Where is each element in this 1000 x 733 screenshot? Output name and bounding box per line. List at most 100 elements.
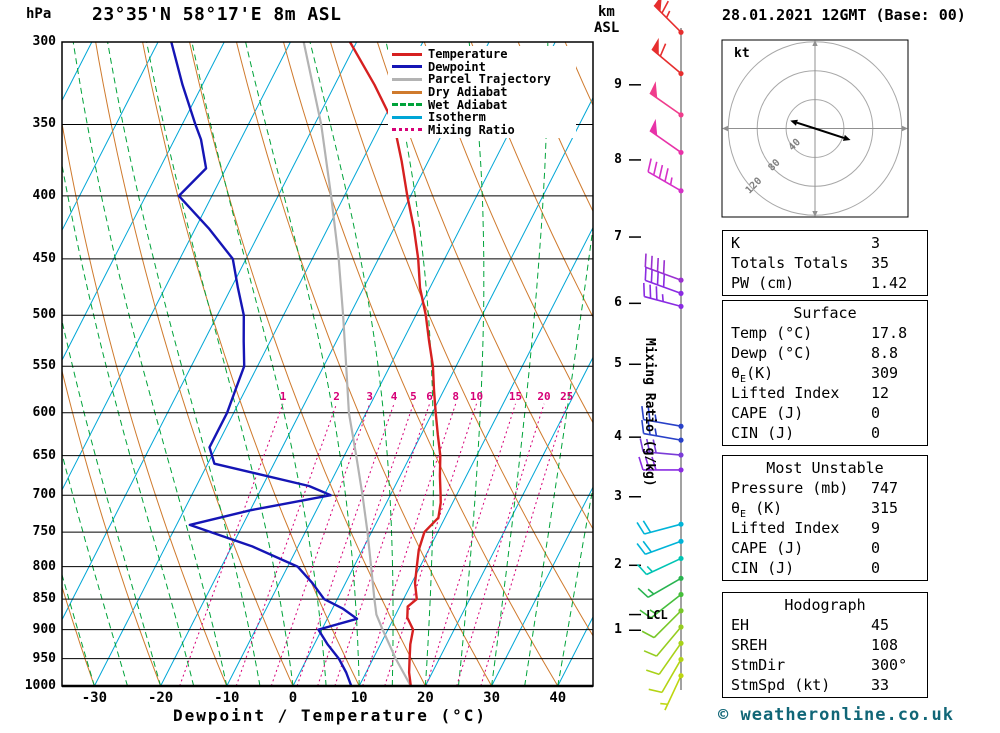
mixing-ratio-line (384, 403, 477, 686)
row-value: 0 (871, 539, 881, 557)
wind-barb (643, 624, 684, 657)
wind-barb (649, 81, 684, 118)
hodograph-trace (796, 121, 845, 139)
mixing-ratio-line (334, 403, 431, 686)
row-label: StmDir (731, 656, 786, 674)
row-value: 309 (871, 364, 899, 382)
wet-adiabat-line (385, 42, 434, 686)
row-value: 33 (871, 676, 890, 694)
dry-adiabat-line (62, 585, 95, 686)
row-value: 12 (871, 384, 890, 402)
x-axis-title: Dewpoint / Temperature (°C) (172, 706, 488, 725)
hodograph-stats-table: Hodograph EH 45 SREH 108 StmDir 300° StmSpd (kt… (722, 592, 928, 698)
mixing-ratio-value-label: 4 (391, 390, 398, 403)
row-label: Lifted Index (731, 384, 840, 402)
wind-barb (637, 575, 684, 598)
dry-adiabat-line (423, 42, 593, 424)
wet-adiabat-line (72, 42, 228, 686)
wind-barb-column (636, 0, 684, 711)
arrowhead (790, 119, 798, 126)
km-tick-label: 8 (614, 151, 622, 167)
mixing-ratio-value-label: 10 (470, 390, 483, 403)
legend-label: Dry Adiabat (428, 85, 508, 100)
wind-barb (642, 282, 684, 309)
legend-item: Dry Adiabat (392, 86, 572, 99)
km-tick-label: 2 (614, 557, 622, 573)
row-value: 3 (871, 234, 881, 252)
chart-legend: Temperature Dewpoint Parcel Trajectory Dry … (388, 46, 576, 139)
isotherm-line (93, 42, 424, 686)
mixing-ratio-axis-title: Mixing Ratio (g/kg) (642, 338, 657, 487)
isotherm-line (358, 226, 593, 686)
most-unstable-table: Most Unstable Pressure (mb) 747 θE (K) 315 Li… (722, 455, 928, 581)
table-row: StmSpd (kt) 33 (723, 675, 927, 695)
surface-table: Surface Temp (°C) 17.8 Dewp (°C) 8.8 θE(K) 309… (722, 300, 928, 446)
legend-swatch (392, 77, 422, 81)
row-value: 0 (871, 404, 881, 422)
mixing-ratio-value-label: 2 (333, 390, 340, 403)
pressure-tick-label: 450 (32, 250, 56, 266)
dry-adiabat-line (62, 120, 228, 686)
lcl-label: LCL (646, 607, 668, 622)
pressure-tick-label: 400 (32, 187, 56, 203)
wind-barb (653, 0, 684, 35)
km-tick-label: 4 (614, 429, 622, 445)
parcel-trajectory-curve (302, 42, 412, 686)
legend-label: Dewpoint (428, 59, 486, 74)
table-row: Lifted Index 9 (723, 518, 927, 538)
arrowhead (812, 40, 818, 46)
isotherm-line (160, 42, 490, 686)
table-row: CIN (J) 0 (723, 558, 927, 578)
pressure-tick-label: 950 (32, 650, 56, 666)
table-row: PW (cm) 1.42 (723, 273, 927, 293)
row-value: 0 (871, 424, 881, 442)
row-label: SREH (731, 636, 768, 654)
mixing-ratio-lines: 1 2 3 4 5 6 8 10 15 20 25 (179, 390, 573, 686)
dry-adiabats (62, 42, 593, 686)
legend-label: Isotherm (428, 110, 486, 125)
table-row: Pressure (mb) 747 (723, 478, 927, 498)
legend-item: Parcel Trajectory (392, 73, 572, 86)
mixing-ratio-value-label: 1 (280, 390, 287, 403)
mixing-ratio-value-label: 8 (452, 390, 459, 403)
table-row: StmDir 300° (723, 655, 927, 675)
dry-adiabat-line (235, 42, 493, 686)
mixing-ratio-line (296, 403, 395, 686)
row-label: Totals Totals (731, 254, 849, 272)
pressure-tick-label: 700 (32, 487, 56, 503)
mixing-ratio-value-label: 5 (410, 390, 417, 403)
temperature-curve (348, 42, 442, 686)
temp-tick-label: -10 (214, 690, 240, 706)
pressure-tick-label: 750 (32, 524, 56, 540)
legend-swatch (392, 90, 422, 94)
isotherm-line (62, 42, 159, 232)
temp-tick-label: 0 (288, 690, 298, 706)
dry-adiabat-line (95, 42, 294, 686)
row-label: PW (cm) (731, 274, 795, 292)
wind-barb (639, 438, 684, 458)
row-value: 747 (871, 479, 899, 497)
legend-item: Dewpoint (392, 61, 572, 74)
row-value: 8.8 (871, 344, 899, 362)
legend-swatch (392, 65, 422, 69)
pressure-axis-unit: hPa (26, 6, 52, 22)
dewpoint-curve (170, 42, 359, 686)
row-value: 17.8 (871, 324, 908, 342)
dry-adiabat-line (142, 42, 360, 686)
pressure-tick-label: 500 (32, 307, 56, 323)
wet-adiabat-line (491, 42, 549, 686)
hodograph-unit-label: kt (734, 46, 750, 61)
wind-barb (636, 538, 684, 556)
dry-adiabat-line (189, 42, 426, 686)
asl-axis-unit: ASL (594, 20, 620, 36)
wind-barb (648, 656, 684, 694)
wind-barb (660, 673, 684, 711)
wind-barb (644, 253, 684, 283)
mixing-ratio-line (270, 403, 371, 686)
legend-swatch (392, 52, 422, 56)
mixing-ratio-value-label: 6 (426, 390, 433, 403)
table-title: Surface (793, 304, 857, 322)
temp-tick-label: -30 (81, 690, 108, 706)
